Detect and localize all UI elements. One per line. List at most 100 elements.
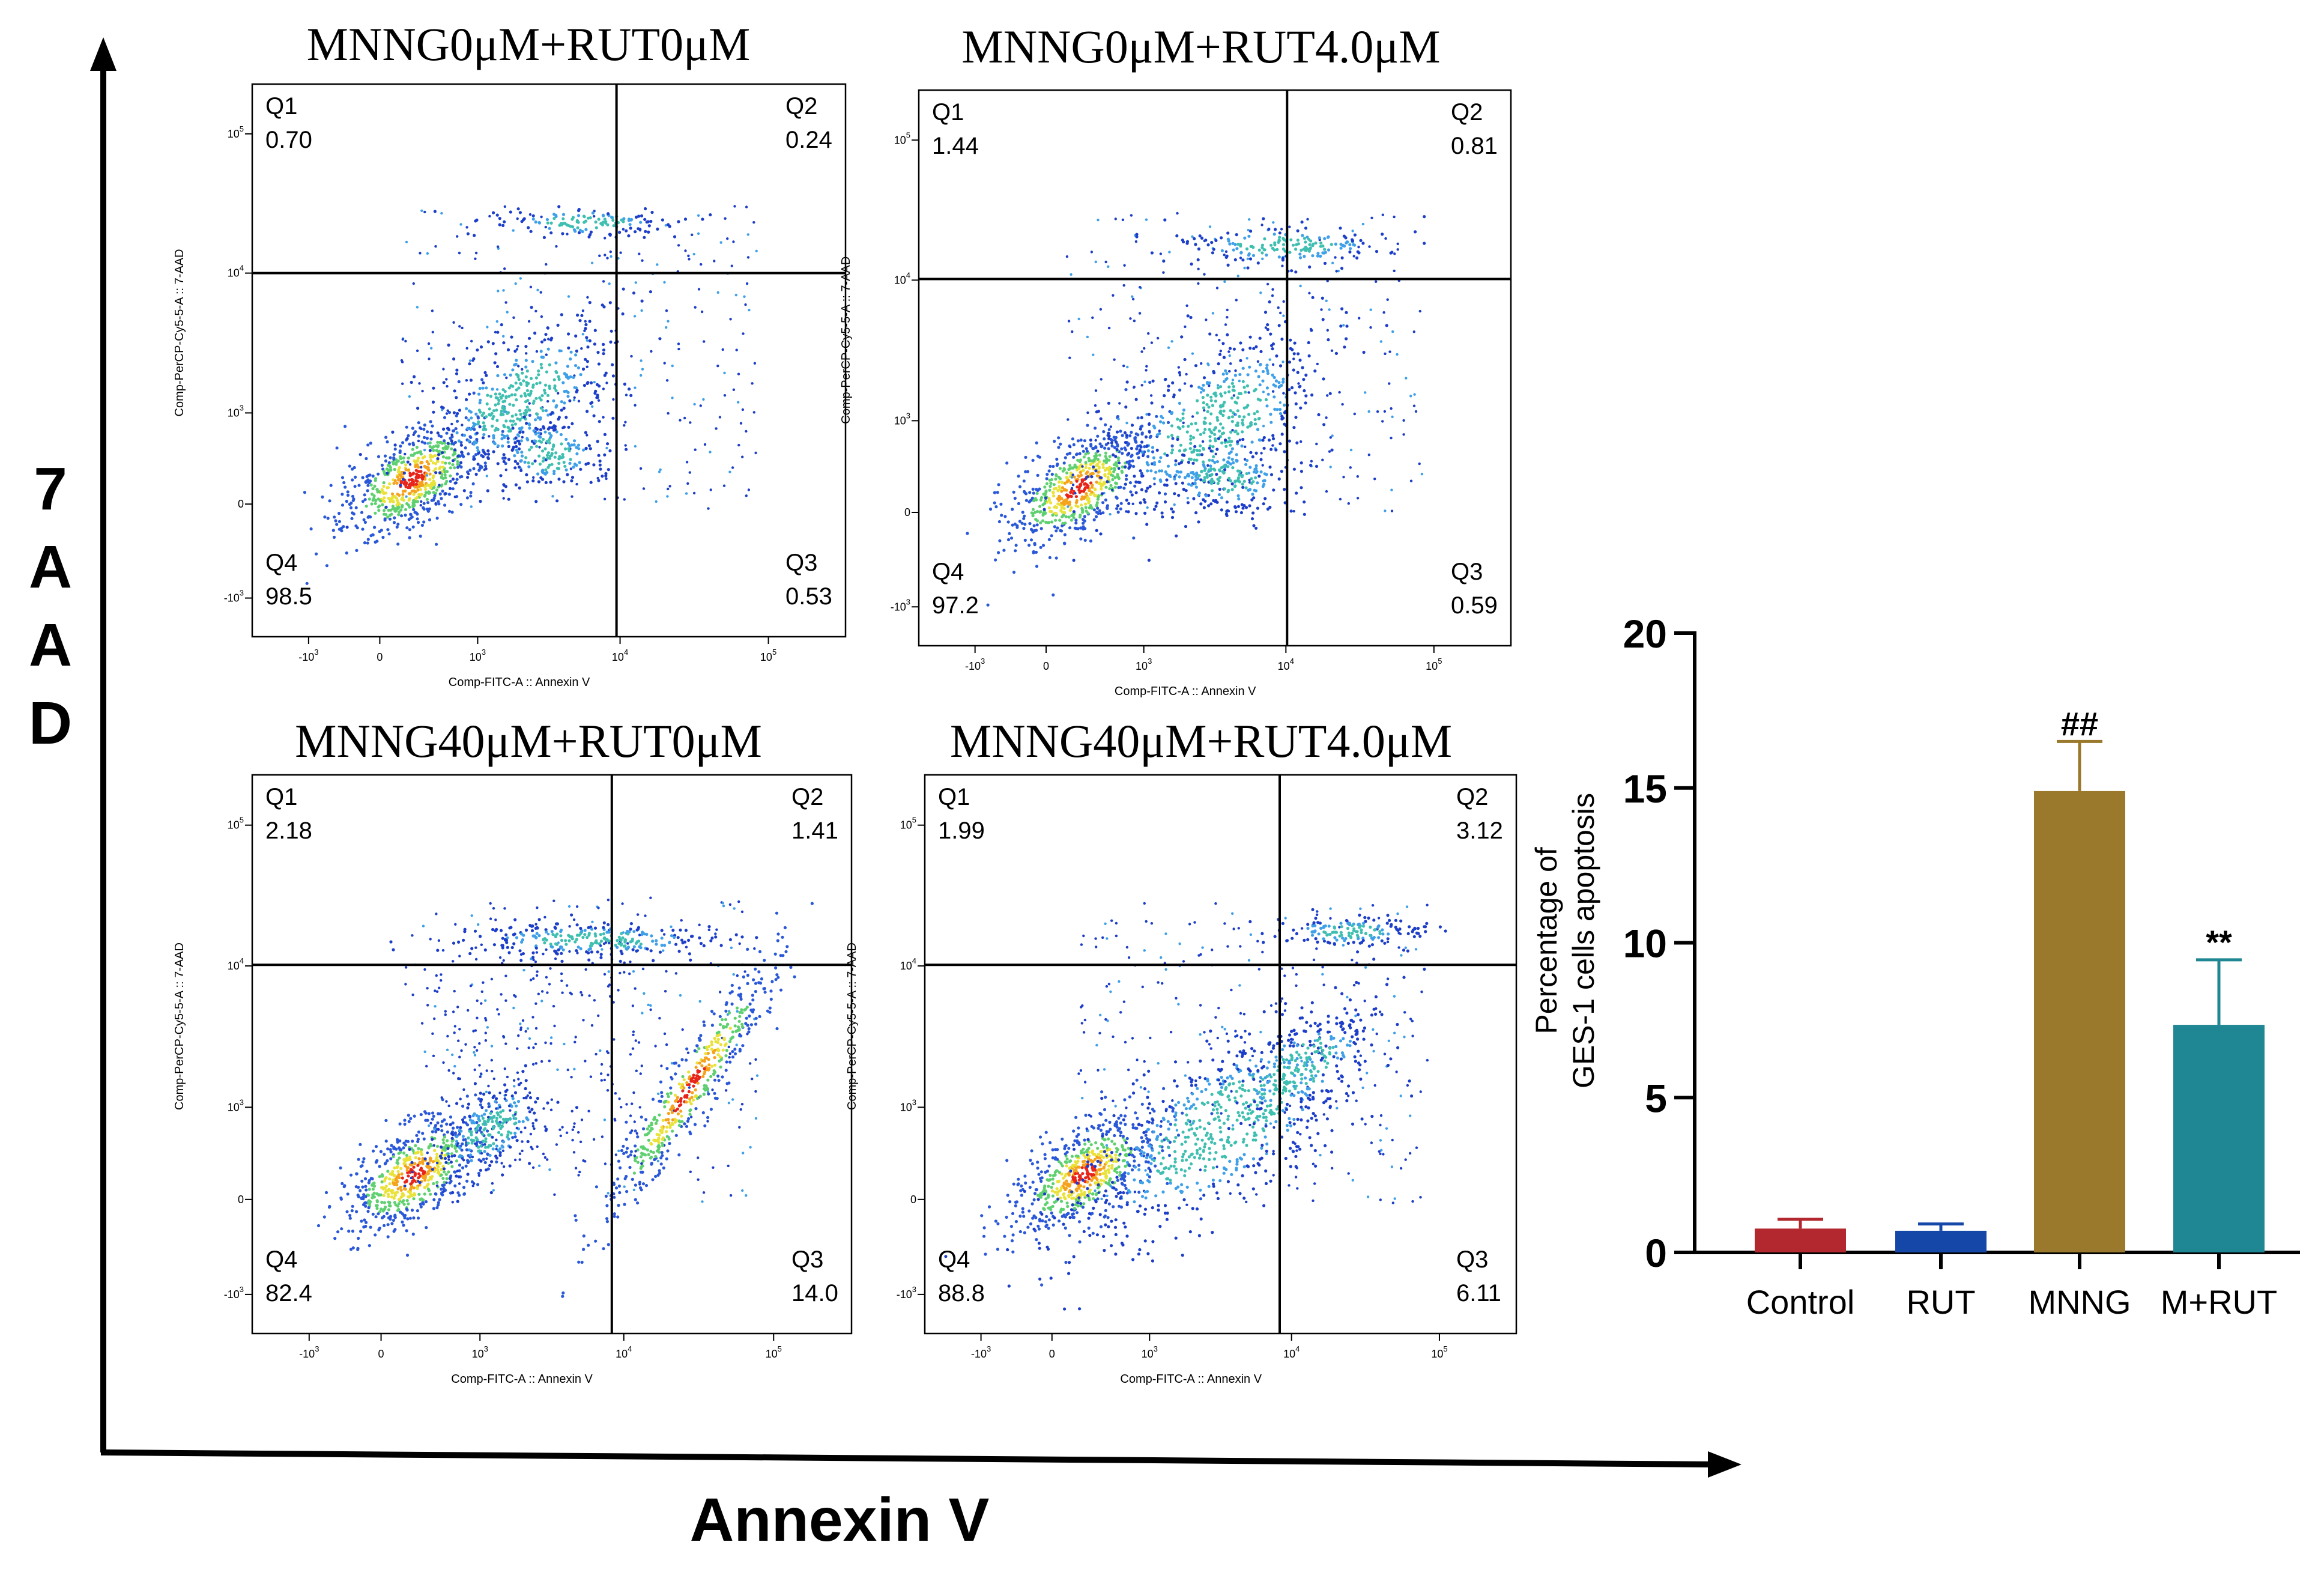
scatter-dot: [467, 439, 471, 443]
scatter-dot: [1302, 378, 1306, 381]
scatter-dot: [474, 473, 478, 476]
scatter-dot: [442, 427, 446, 431]
scatter-dot: [728, 903, 732, 906]
scatter-dot: [434, 989, 437, 992]
scatter-dot: [1146, 469, 1149, 473]
scatter-dot: [437, 1201, 440, 1204]
scatter-dot: [399, 1185, 402, 1189]
scatter-dot: [1247, 413, 1251, 416]
scatter-dot: [722, 905, 725, 908]
scatter-dot: [610, 255, 613, 258]
scatter-dot: [365, 505, 368, 508]
scatter-dot: [1233, 479, 1237, 483]
scatter-dot: [612, 398, 615, 401]
scatter-dot: [597, 479, 601, 482]
scatter-dot: [731, 1098, 734, 1101]
scatter-dot: [1034, 550, 1038, 554]
scatter-dot: [1104, 485, 1108, 489]
scatter-dot: [1269, 243, 1273, 247]
scatter-dot: [516, 451, 519, 455]
scatter-dot: [546, 1101, 549, 1105]
scatter-dot: [426, 1179, 431, 1182]
scatter-dot: [491, 387, 494, 391]
scatter-dot: [1246, 425, 1250, 429]
scatter-dot: [607, 1192, 610, 1195]
scatter-dot: [396, 1209, 400, 1212]
scatter-dot: [600, 1079, 603, 1082]
scatter-dot: [1308, 243, 1312, 246]
scatter-dot: [519, 1022, 522, 1025]
scatter-dot: [599, 1049, 602, 1052]
scatter-dot: [737, 900, 740, 903]
scatter-dot: [1164, 377, 1167, 381]
scatter-dot: [378, 1175, 381, 1179]
scatter-dot: [1221, 372, 1225, 376]
y-tick-exponent: 3: [906, 597, 910, 606]
scatter-dot: [536, 288, 539, 291]
scatter-dot: [1139, 427, 1142, 431]
scatter-dot: [1083, 439, 1086, 443]
scatter-dot: [486, 489, 489, 493]
scatter-dot: [463, 1115, 467, 1119]
scatter-dot: [702, 1092, 706, 1096]
scatter-dot: [431, 1138, 434, 1141]
scatter-dot: [1345, 311, 1348, 314]
scatter-dot: [485, 1090, 488, 1094]
scatter-dot: [1080, 445, 1085, 448]
scatter-dot: [387, 1200, 390, 1204]
scatter-dot: [391, 460, 395, 464]
scatter-dot: [380, 488, 384, 491]
scatter-dot: [1059, 529, 1062, 532]
scatter-dot: [1185, 304, 1188, 308]
scatter-dot: [1065, 452, 1069, 456]
scatter-dot: [524, 400, 528, 404]
scatter-dot: [1111, 478, 1115, 482]
scatter-dot: [416, 1138, 420, 1141]
scatter-dot: [1251, 253, 1255, 257]
scatter-dot: [475, 1114, 479, 1117]
scatter-dot: [1094, 515, 1098, 518]
scatter-dot: [751, 1078, 754, 1081]
scatter-dot: [464, 416, 468, 420]
scatter-dot: [1205, 318, 1208, 321]
scatter-dot: [1101, 466, 1105, 469]
scatter-dot: [410, 1176, 413, 1180]
scatter-dot: [1103, 474, 1107, 478]
scatter-dot: [1035, 441, 1038, 445]
scatter-dot: [602, 352, 605, 356]
scatter-dot: [1204, 494, 1208, 497]
scatter-dot: [1057, 436, 1061, 440]
scatter-dot: [639, 220, 643, 224]
scatter-dot: [1238, 380, 1241, 383]
scatter-dot: [1200, 453, 1204, 457]
scatter-dot: [1166, 420, 1170, 425]
scatter-dot: [509, 419, 512, 423]
scatter-dot: [443, 1153, 447, 1157]
scatter-dot: [364, 1195, 368, 1198]
scatter-dot: [427, 1145, 431, 1149]
scatter-dot: [1259, 470, 1263, 474]
scatter-dot: [748, 1062, 752, 1065]
scatter-dots: [303, 205, 758, 585]
scatter-dot: [554, 214, 558, 218]
quadrant-value: 0.70: [265, 127, 312, 153]
scatter-dot: [413, 1193, 417, 1197]
scatter-dot: [461, 1166, 465, 1170]
scatter-dot: [1039, 496, 1044, 500]
scatter-dot: [1055, 473, 1058, 477]
scatter-dot: [569, 458, 572, 461]
scatter-dot: [1045, 477, 1049, 481]
scatter-dot: [396, 1170, 400, 1173]
scatter-dot: [584, 431, 588, 434]
scatter-dot: [440, 483, 444, 487]
scatter-dot: [1043, 512, 1047, 515]
scatter-dot: [1096, 449, 1100, 453]
scatter-dot: [547, 338, 550, 341]
scatter-dot: [412, 493, 416, 496]
scatter-dot: [1118, 467, 1121, 470]
scatter-dot: [1088, 488, 1091, 492]
scatter-dot: [470, 1141, 474, 1145]
scatter-dot: [1071, 484, 1075, 487]
scatter-dot: [621, 902, 624, 905]
scatter-dot: [462, 489, 466, 493]
